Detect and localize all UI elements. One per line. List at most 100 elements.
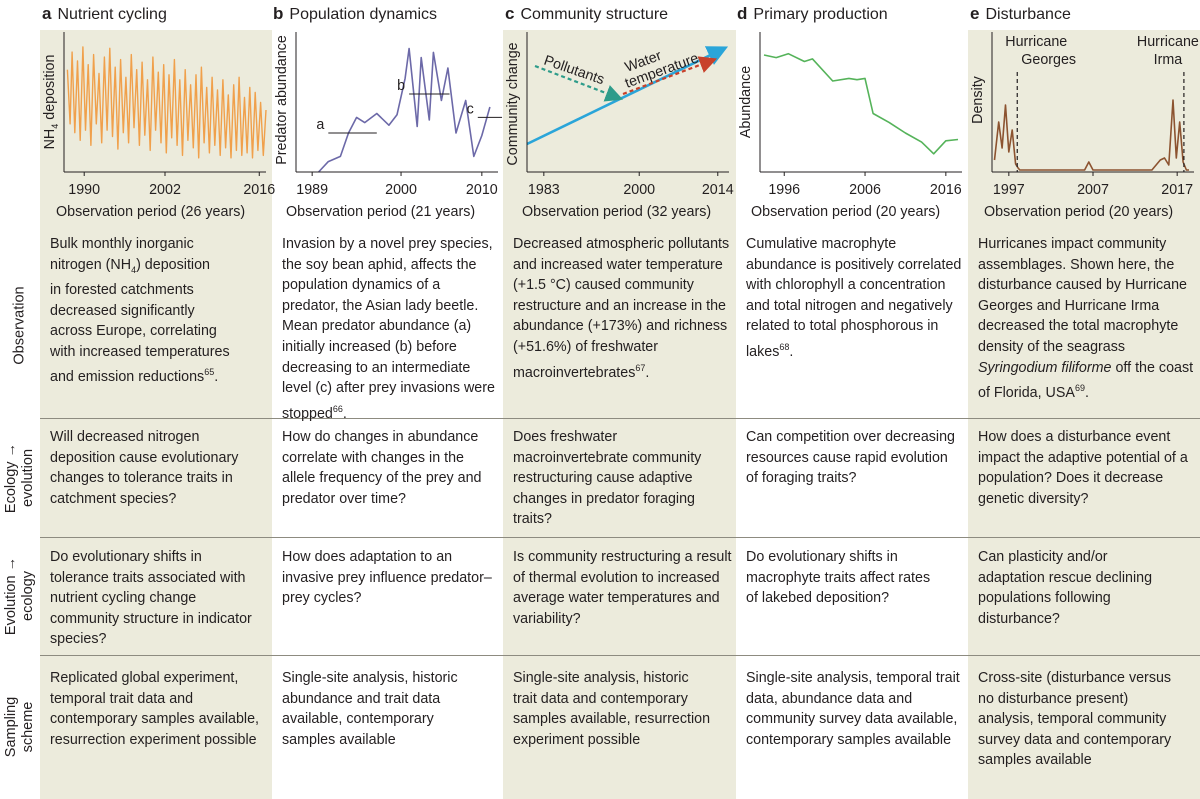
obs-e-species: Syringodium filiforme [978, 359, 1112, 376]
row-label-sampling-line1: Sampling [3, 696, 20, 758]
row-divider-1 [40, 418, 1200, 419]
observation-e: Hurricanes impact community assemblages.… [978, 236, 1194, 401]
chart-b-xtick-label: 1989 [296, 182, 328, 198]
sampling-c: Single-site analysis, historic trait dat… [513, 670, 711, 748]
chart-e-ylabel: Density [970, 75, 986, 124]
evo-eco-c: Is community restructuring a result of t… [513, 549, 732, 627]
chart-c-pollutants-arrow [534, 64, 624, 102]
chart-e-xtick-label: 1997 [993, 182, 1025, 198]
chart-a-series-line [66, 46, 267, 159]
obs-a-ref: 65 [204, 367, 215, 378]
column-e-background [968, 30, 1200, 799]
chart-a-ylabel-sub: 4 [50, 124, 60, 129]
chart-e-event-label-1-line1: Hurricane [1005, 34, 1067, 50]
chart-c-xtick-label: 2014 [702, 182, 734, 198]
chart-c-pollutants-label: Pollutants [542, 53, 607, 89]
observation-a: Bulk monthly inorganic nitrogen (NH4) de… [50, 234, 272, 388]
chart-c-xtick-label: 2000 [623, 182, 655, 198]
panel-b-title-text: Population dynamics [289, 6, 438, 23]
obs-a-sub: 4 [131, 264, 137, 275]
chart-d-xtick-label: 2006 [849, 182, 881, 198]
eco-evo-b: How do changes in abundance correlate wi… [282, 429, 482, 507]
evo-eco-e: Can plasticity and/or adaptation rescue … [978, 549, 1153, 627]
sampling-a: Replicated global experiment, temporal t… [50, 670, 259, 748]
panel-e-title: e Disturbance [970, 4, 1071, 24]
chart-c-temperature-arrow [622, 56, 718, 96]
row-divider-2 [40, 537, 1200, 538]
obs-d-ref: 68 [779, 341, 790, 352]
row-divider-3 [40, 655, 1200, 656]
eco-evo-a: Will decreased nitrogen deposition cause… [50, 429, 239, 507]
panel-c-xlabel: Observation period (32 years) [522, 204, 712, 220]
panel-e-letter: e [970, 4, 980, 23]
chart-b-xtick-label: 2000 [385, 182, 417, 198]
row-label-observation-text: Observation [11, 285, 28, 365]
row-label-evo-eco: Evolution → ecology [0, 537, 40, 655]
eco-evo-d: Can competition over decreasing resource… [746, 429, 956, 487]
panel-c-letter: c [505, 4, 515, 23]
chart-b-series-line [318, 47, 491, 173]
chart-a-ylabel-post: deposition [42, 55, 58, 124]
chart-d-ylabel: Abundance [738, 66, 754, 138]
chart-e-event-label-2-line1: Hurricane [1137, 34, 1199, 50]
chart-a-ylabel: NH4 deposition [42, 55, 60, 150]
column-a-background [40, 30, 272, 799]
chart-b-ylabel: Predator abundance [274, 35, 290, 165]
chart-b-svg: a b c 1989 2000 2010 Predator abundance [274, 32, 503, 198]
chart-e: Hurricane Georges Hurricane Irma 1997 2007 201… [968, 28, 1200, 208]
sampling-d: Single-site analysis, temporal trait dat… [746, 670, 960, 748]
panel-d-xlabel: Observation period (20 years) [751, 204, 941, 220]
observation-d: Cumulative macrophyte abundance is posit… [746, 236, 962, 360]
panel-c-title: c Community structure [505, 4, 668, 24]
row-label-observation: Observation [0, 232, 40, 418]
evo-eco-a: Do evolutionary shifts in tolerance trai… [50, 549, 252, 648]
panel-a-title-text: Nutrient cycling [57, 6, 167, 23]
panel-d-title: d Primary production [737, 4, 888, 24]
panel-b-xlabel: Observation period (21 years) [286, 204, 476, 220]
obs-e-text: Hurricanes impact community assemblages.… [978, 236, 1188, 355]
chart-a-ylabel-pre: NH [42, 129, 58, 150]
sampling-e: Cross-site (disturbance versus no distur… [978, 670, 1172, 769]
column-c-background [503, 30, 736, 799]
panel-b-letter: b [273, 4, 284, 23]
obs-a-line6: with increased temperatures [50, 343, 230, 360]
panel-d-letter: d [737, 4, 748, 23]
obs-e-ref: 69 [1074, 383, 1085, 394]
chart-d: 1996 2006 2016 Abundance [736, 28, 968, 208]
observation-c: Decreased atmospheric pollutants and inc… [513, 236, 730, 381]
evo-eco-d: Do evolutionary shifts in macrophyte tra… [746, 549, 931, 607]
row-label-evo-eco-line2: ecology [20, 571, 36, 621]
row-label-eco-evo-line2: evolution [20, 448, 36, 507]
chart-c-trend-arrow [526, 46, 729, 146]
chart-b: a b c 1989 2000 2010 Predator abundance [272, 28, 503, 208]
obs-a-line5: across Europe, correlating [50, 323, 217, 340]
chart-c: Pollutants Water temperature 1983 2000 2014 Co… [503, 28, 736, 208]
obs-a-end: . [214, 369, 219, 386]
sampling-b: Single-site analysis, historic abundance… [282, 670, 458, 748]
chart-e-event-label-2-line2: Irma [1154, 52, 1183, 68]
row-label-eco-evo: Ecology → evolution [0, 418, 40, 537]
chart-e-series-line [993, 99, 1189, 171]
obs-b-text: Invasion by a novel prey species, the so… [282, 236, 495, 422]
chart-c-xtick-label: 1983 [528, 182, 560, 198]
chart-d-series-line [763, 52, 959, 155]
obs-e-post: off the coast of Florida, USA [978, 359, 1194, 401]
chart-b-annotation-label-c: c [467, 101, 474, 117]
chart-b-xtick-label: 2010 [466, 182, 498, 198]
panel-d-title-text: Primary production [753, 6, 888, 23]
evo-eco-b: How does adaptation to an invasive prey … [282, 549, 492, 607]
panel-b-title: b Population dynamics [273, 4, 437, 24]
panel-c-title-text: Community structure [520, 6, 669, 23]
obs-a-line3: in forested catchments [50, 282, 194, 299]
obs-c-ref: 67 [635, 362, 646, 373]
panel-a-title: a Nutrient cycling [42, 4, 167, 24]
obs-a-line7: and emission reductions [50, 369, 205, 386]
panel-a-xlabel: Observation period (26 years) [56, 204, 246, 220]
obs-a-line2: nitrogen (NH [50, 256, 132, 273]
chart-a-svg: 1990 2002 2016 NH4 deposition [42, 32, 275, 198]
chart-a-xtick-label: 2002 [149, 182, 181, 198]
chart-b-annotation-label-b: b [397, 78, 405, 94]
chart-d-xtick-label: 2016 [930, 182, 962, 198]
chart-a-xtick-label: 1990 [68, 182, 100, 198]
